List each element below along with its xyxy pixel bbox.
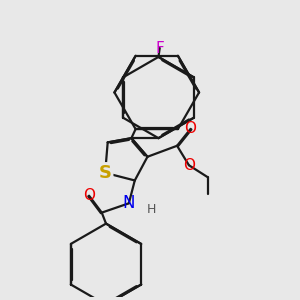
Text: O: O xyxy=(184,121,196,136)
Text: O: O xyxy=(83,188,95,203)
Text: F: F xyxy=(155,40,164,56)
Text: H: H xyxy=(147,203,156,216)
Text: O: O xyxy=(183,158,195,173)
Text: N: N xyxy=(123,194,135,212)
Text: S: S xyxy=(99,164,112,182)
